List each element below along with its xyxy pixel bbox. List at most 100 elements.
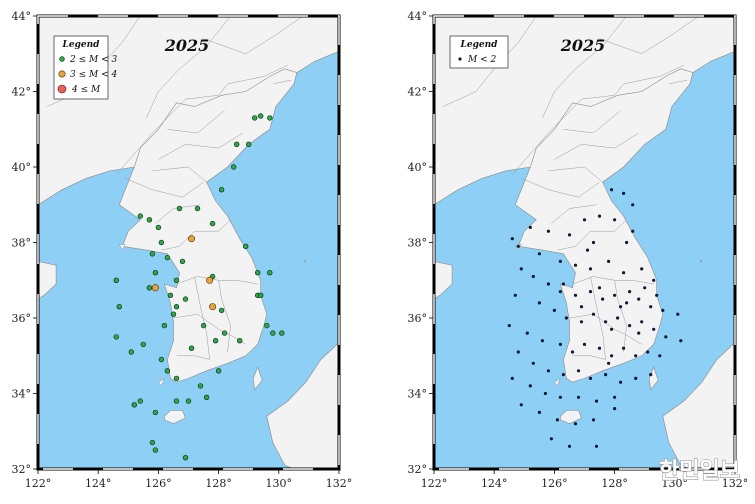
epicenter-marker — [168, 293, 173, 298]
epicenter-marker — [270, 331, 275, 336]
epicenter-marker — [577, 396, 580, 399]
legend-marker-m4plus — [58, 85, 66, 93]
epicenter-marker — [622, 192, 625, 195]
epicenter-marker — [156, 225, 161, 230]
epicenter-marker — [652, 328, 655, 331]
epicenter-marker — [559, 343, 562, 346]
epicenter-marker — [610, 354, 613, 357]
epicenter-marker — [559, 396, 562, 399]
epicenter-marker — [625, 301, 628, 304]
epicenter-marker — [514, 294, 517, 297]
legend-label-m2to3: 2 ≤ M < 3 — [69, 55, 117, 65]
epicenter-marker — [255, 270, 260, 275]
legend-title: Legend — [62, 40, 101, 50]
epicenter-marker — [210, 221, 215, 226]
legend-marker-m3to4 — [59, 71, 65, 77]
epicenter-marker — [607, 362, 610, 365]
epicenter-marker — [637, 298, 640, 301]
latitude-tick-label: 32° — [408, 463, 428, 476]
epicenter-marker — [138, 214, 143, 219]
epicenter-marker — [159, 240, 164, 245]
epicenter-marker — [610, 328, 613, 331]
longitude-tick-label: 126° — [145, 477, 172, 490]
epicenter-marker — [532, 362, 535, 365]
epicenter-marker — [610, 188, 613, 191]
epicenter-marker — [562, 373, 565, 376]
epicenter-marker — [559, 260, 562, 263]
epicenter-marker — [583, 343, 586, 346]
legend-label-mlt2: M < 2 — [467, 55, 496, 65]
epicenter-marker — [580, 305, 583, 308]
legend: Legend 2 ≤ M < 3 3 ≤ M < 4 4 ≤ M — [54, 36, 117, 99]
epicenter-marker — [174, 278, 179, 283]
legend-marker-m2to3 — [60, 57, 65, 62]
epicenter-marker — [568, 445, 571, 448]
epicenter-marker — [562, 282, 565, 285]
epicenter-marker — [619, 381, 622, 384]
epicenter-marker — [649, 305, 652, 308]
epicenter-marker — [586, 249, 589, 252]
epicenter-marker — [183, 297, 188, 302]
epicenter-marker — [589, 290, 592, 293]
epicenter-marker — [538, 301, 541, 304]
epicenter-marker — [195, 206, 200, 211]
epicenter-marker — [547, 230, 550, 233]
epicenter-marker — [661, 309, 664, 312]
epicenter-marker — [177, 206, 182, 211]
epicenter-marker — [574, 294, 577, 297]
watermark: 한민일보 — [659, 459, 740, 484]
longitude-tick-label: 124° — [85, 477, 112, 490]
epicenter-marker — [580, 320, 583, 323]
epicenter-marker — [601, 298, 604, 301]
epicenter-marker — [574, 264, 577, 267]
epicenter-marker — [141, 342, 146, 347]
epicenter-marker — [676, 313, 679, 316]
epicenter-marker — [655, 294, 658, 297]
epicenter-marker — [252, 116, 257, 121]
epicenter-marker — [174, 376, 179, 381]
epicenter-marker — [613, 407, 616, 410]
latitude-axis: 32°34°36°38°40°42°44° — [408, 10, 434, 476]
epicenter-marker — [117, 304, 122, 309]
epicenter-marker — [219, 187, 224, 192]
latitude-tick-label: 32° — [12, 463, 32, 476]
epicenter-marker — [213, 338, 218, 343]
epicenter-marker — [592, 241, 595, 244]
latitude-tick-label: 42° — [408, 86, 428, 99]
epicenter-marker — [589, 377, 592, 380]
epicenter-marker — [544, 392, 547, 395]
latitude-tick-label: 34° — [408, 388, 428, 401]
epicenter-marker — [628, 290, 631, 293]
epicenter-marker — [520, 403, 523, 406]
earthquake-map-m2plus: 122°124°126°128°130°132° 32°34°36°38°40°… — [12, 10, 370, 490]
epicenter-marker — [604, 373, 607, 376]
epicenter-marker — [598, 347, 601, 350]
legend-label-m3to4: 3 ≤ M < 4 — [70, 70, 117, 80]
epicenter-marker — [571, 350, 574, 353]
epicenter-marker — [147, 217, 152, 222]
map-title: 2025 — [164, 36, 210, 55]
latitude-tick-label: 40° — [408, 161, 428, 174]
epicenter-marker — [526, 332, 529, 335]
epicenter-marker — [204, 395, 209, 400]
epicenter-marker — [607, 260, 610, 263]
epicenter-marker — [640, 267, 643, 270]
epicenter-marker — [508, 324, 511, 327]
epicenter-marker — [613, 294, 616, 297]
legend-title: Legend — [460, 40, 499, 50]
epicenter-marker — [634, 354, 637, 357]
epicenter-marker — [206, 277, 212, 283]
epicenter-marker — [153, 410, 158, 415]
epicenter-marker — [604, 320, 607, 323]
epicenter-marker — [183, 455, 188, 460]
epicenter-marker — [664, 335, 667, 338]
longitude-tick-label: 124° — [481, 477, 508, 490]
epicenter-marker — [267, 270, 272, 275]
longitude-tick-label: 130° — [266, 477, 293, 490]
epicenter-marker — [583, 218, 586, 221]
epicenter-marker — [267, 116, 272, 121]
epicenter-marker — [198, 384, 203, 389]
epicenter-marker — [622, 271, 625, 274]
epicenter-marker — [162, 323, 167, 328]
